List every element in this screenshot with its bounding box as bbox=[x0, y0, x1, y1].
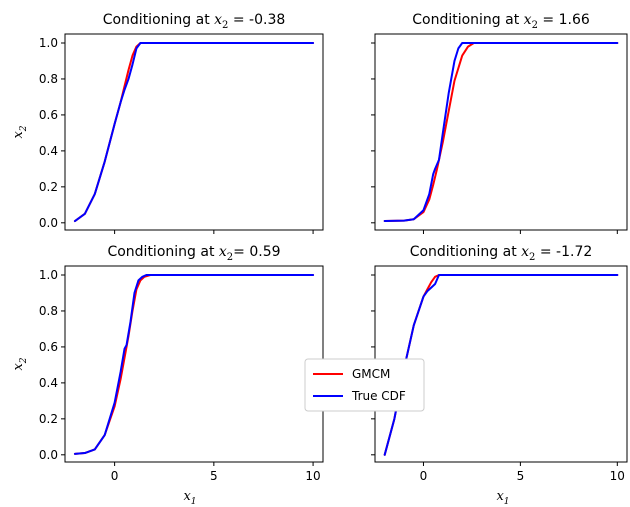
legend: GMCM True CDF bbox=[304, 358, 425, 412]
y-axis-label-sub: 2 bbox=[19, 125, 29, 132]
x-tick-label: 10 bbox=[305, 469, 320, 483]
title-variable: x bbox=[524, 12, 532, 28]
title-suffix: = 1.66 bbox=[538, 12, 590, 28]
panel-title: Conditioning at x2= 0.59 bbox=[107, 244, 280, 263]
title-variable: x bbox=[219, 244, 227, 260]
x-tick-label: 5 bbox=[210, 469, 218, 483]
y-tick-label: 0.4 bbox=[39, 144, 58, 158]
title-suffix: = 0.59 bbox=[233, 244, 280, 260]
y-tick-label: 0.2 bbox=[39, 412, 58, 426]
title-subscript: 2 bbox=[222, 20, 228, 31]
y-tick-label: 0.6 bbox=[39, 108, 58, 122]
x-axis-label: x1 bbox=[183, 489, 196, 507]
title-prefix: Conditioning at bbox=[103, 12, 214, 28]
title-suffix: = -0.38 bbox=[228, 12, 285, 28]
panel-2: Conditioning at x2 = 1.66 bbox=[371, 12, 628, 234]
axes-frame bbox=[64, 265, 324, 463]
y-axis-label: x2 bbox=[11, 357, 29, 370]
panel-title: Conditioning at x2 = -0.38 bbox=[103, 12, 286, 31]
axes-frame bbox=[64, 33, 324, 231]
panel-title: Conditioning at x2 = -1.72 bbox=[410, 244, 593, 263]
x-axis-label-sub: 1 bbox=[191, 497, 197, 507]
x-axis-label-var: x bbox=[183, 489, 191, 504]
x-axis-label-var: x bbox=[496, 489, 504, 504]
series-line-true-cdf bbox=[73, 41, 315, 223]
series-line-gmcm bbox=[73, 273, 315, 455]
series-line-gmcm bbox=[73, 41, 315, 223]
x-tick-label: 5 bbox=[517, 469, 525, 483]
legend-label-gmcm: GMCM bbox=[352, 367, 390, 381]
legend-label-true-cdf: True CDF bbox=[351, 389, 406, 403]
title-subscript: 2 bbox=[532, 20, 538, 31]
title-subscript: 2 bbox=[529, 252, 535, 263]
legend-box bbox=[304, 358, 425, 412]
title-variable: x bbox=[521, 244, 529, 260]
y-tick-label: 1.0 bbox=[39, 268, 58, 282]
y-tick-label: 0.6 bbox=[39, 340, 58, 354]
axes-frame bbox=[374, 33, 628, 231]
y-axis-label-sub: 2 bbox=[19, 357, 29, 364]
x-axis-label: x1 bbox=[496, 489, 509, 507]
x-axis-label-sub: 1 bbox=[504, 497, 510, 507]
y-tick-label: 0.0 bbox=[39, 448, 58, 462]
y-axis-label: x2 bbox=[11, 125, 29, 138]
y-tick-label: 0.0 bbox=[39, 216, 58, 230]
title-suffix: = -1.72 bbox=[535, 244, 592, 260]
title-prefix: Conditioning at bbox=[410, 244, 521, 260]
y-axis-label-var: x bbox=[11, 131, 26, 139]
title-prefix: Conditioning at bbox=[107, 244, 218, 260]
title-subscript: 2 bbox=[227, 252, 233, 263]
series-line-true-cdf bbox=[383, 273, 619, 456]
y-tick-label: 0.8 bbox=[39, 304, 58, 318]
title-variable: x bbox=[214, 12, 222, 28]
panel-title: Conditioning at x2 = 1.66 bbox=[412, 12, 590, 31]
series-line-true-cdf bbox=[73, 273, 315, 455]
x-tick-label: 0 bbox=[420, 469, 428, 483]
y-tick-label: 0.8 bbox=[39, 72, 58, 86]
y-axis-label-var: x bbox=[11, 363, 26, 371]
x-tick-label: 10 bbox=[610, 469, 625, 483]
y-tick-label: 0.2 bbox=[39, 180, 58, 194]
y-tick-label: 1.0 bbox=[39, 36, 58, 50]
title-prefix: Conditioning at bbox=[412, 12, 523, 28]
y-tick-label: 0.4 bbox=[39, 376, 58, 390]
series-line-gmcm bbox=[383, 41, 619, 223]
series-line-true-cdf bbox=[383, 41, 619, 223]
x-tick-label: 0 bbox=[111, 469, 119, 483]
